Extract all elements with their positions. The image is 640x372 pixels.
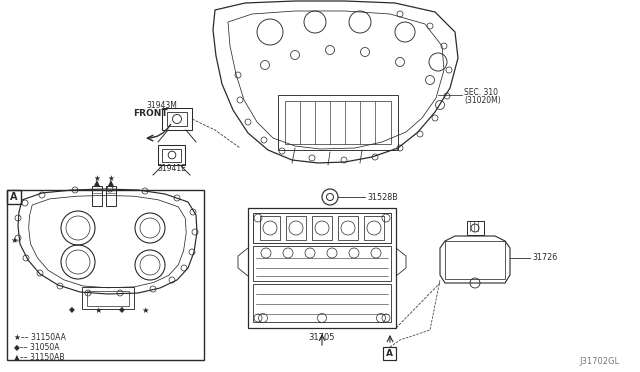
Text: ★: ★ [10, 235, 18, 244]
Text: 31943M: 31943M [147, 100, 177, 109]
Text: 31705: 31705 [308, 334, 335, 343]
Bar [253, 246, 391, 281]
Bar [82, 287, 134, 309]
Bar [383, 347, 396, 360]
Bar [248, 208, 396, 328]
Bar [285, 101, 391, 144]
Text: ★–– 31150AA: ★–– 31150AA [14, 333, 66, 341]
Text: ▲: ▲ [108, 179, 114, 187]
Bar [162, 108, 192, 130]
Bar [278, 95, 398, 150]
Bar [312, 216, 332, 240]
Text: SEC. 310: SEC. 310 [464, 87, 498, 96]
Bar [260, 216, 280, 240]
Bar [92, 186, 102, 206]
Bar [253, 284, 391, 322]
Bar [286, 216, 306, 240]
Text: ★: ★ [93, 173, 100, 183]
Text: 31528B: 31528B [367, 192, 397, 202]
Bar [87, 291, 129, 306]
Bar [467, 221, 484, 235]
Text: ◆: ◆ [69, 305, 75, 314]
Text: A: A [10, 192, 18, 202]
Text: ◆–– 31050A: ◆–– 31050A [14, 343, 60, 352]
Text: ★: ★ [141, 305, 148, 314]
Text: ★: ★ [94, 305, 102, 314]
Bar [364, 216, 384, 240]
Text: A: A [386, 349, 393, 358]
Bar [158, 145, 185, 165]
Text: 31941E: 31941E [157, 164, 186, 173]
Text: ▲: ▲ [94, 179, 100, 187]
Text: (31020M): (31020M) [464, 96, 500, 105]
Bar [7, 190, 204, 360]
Text: ▲–– 31150AB: ▲–– 31150AB [14, 353, 65, 362]
Bar [445, 241, 505, 279]
Text: 31726: 31726 [532, 253, 557, 263]
Text: FRONT: FRONT [132, 109, 167, 118]
Bar [106, 186, 116, 206]
Bar [167, 112, 187, 126]
Bar [162, 149, 181, 162]
Text: J31702GL: J31702GL [580, 357, 620, 366]
Bar [7, 190, 21, 204]
Text: ◆: ◆ [119, 305, 125, 314]
Text: ★: ★ [108, 173, 115, 183]
Bar [338, 216, 358, 240]
Bar [253, 213, 391, 243]
